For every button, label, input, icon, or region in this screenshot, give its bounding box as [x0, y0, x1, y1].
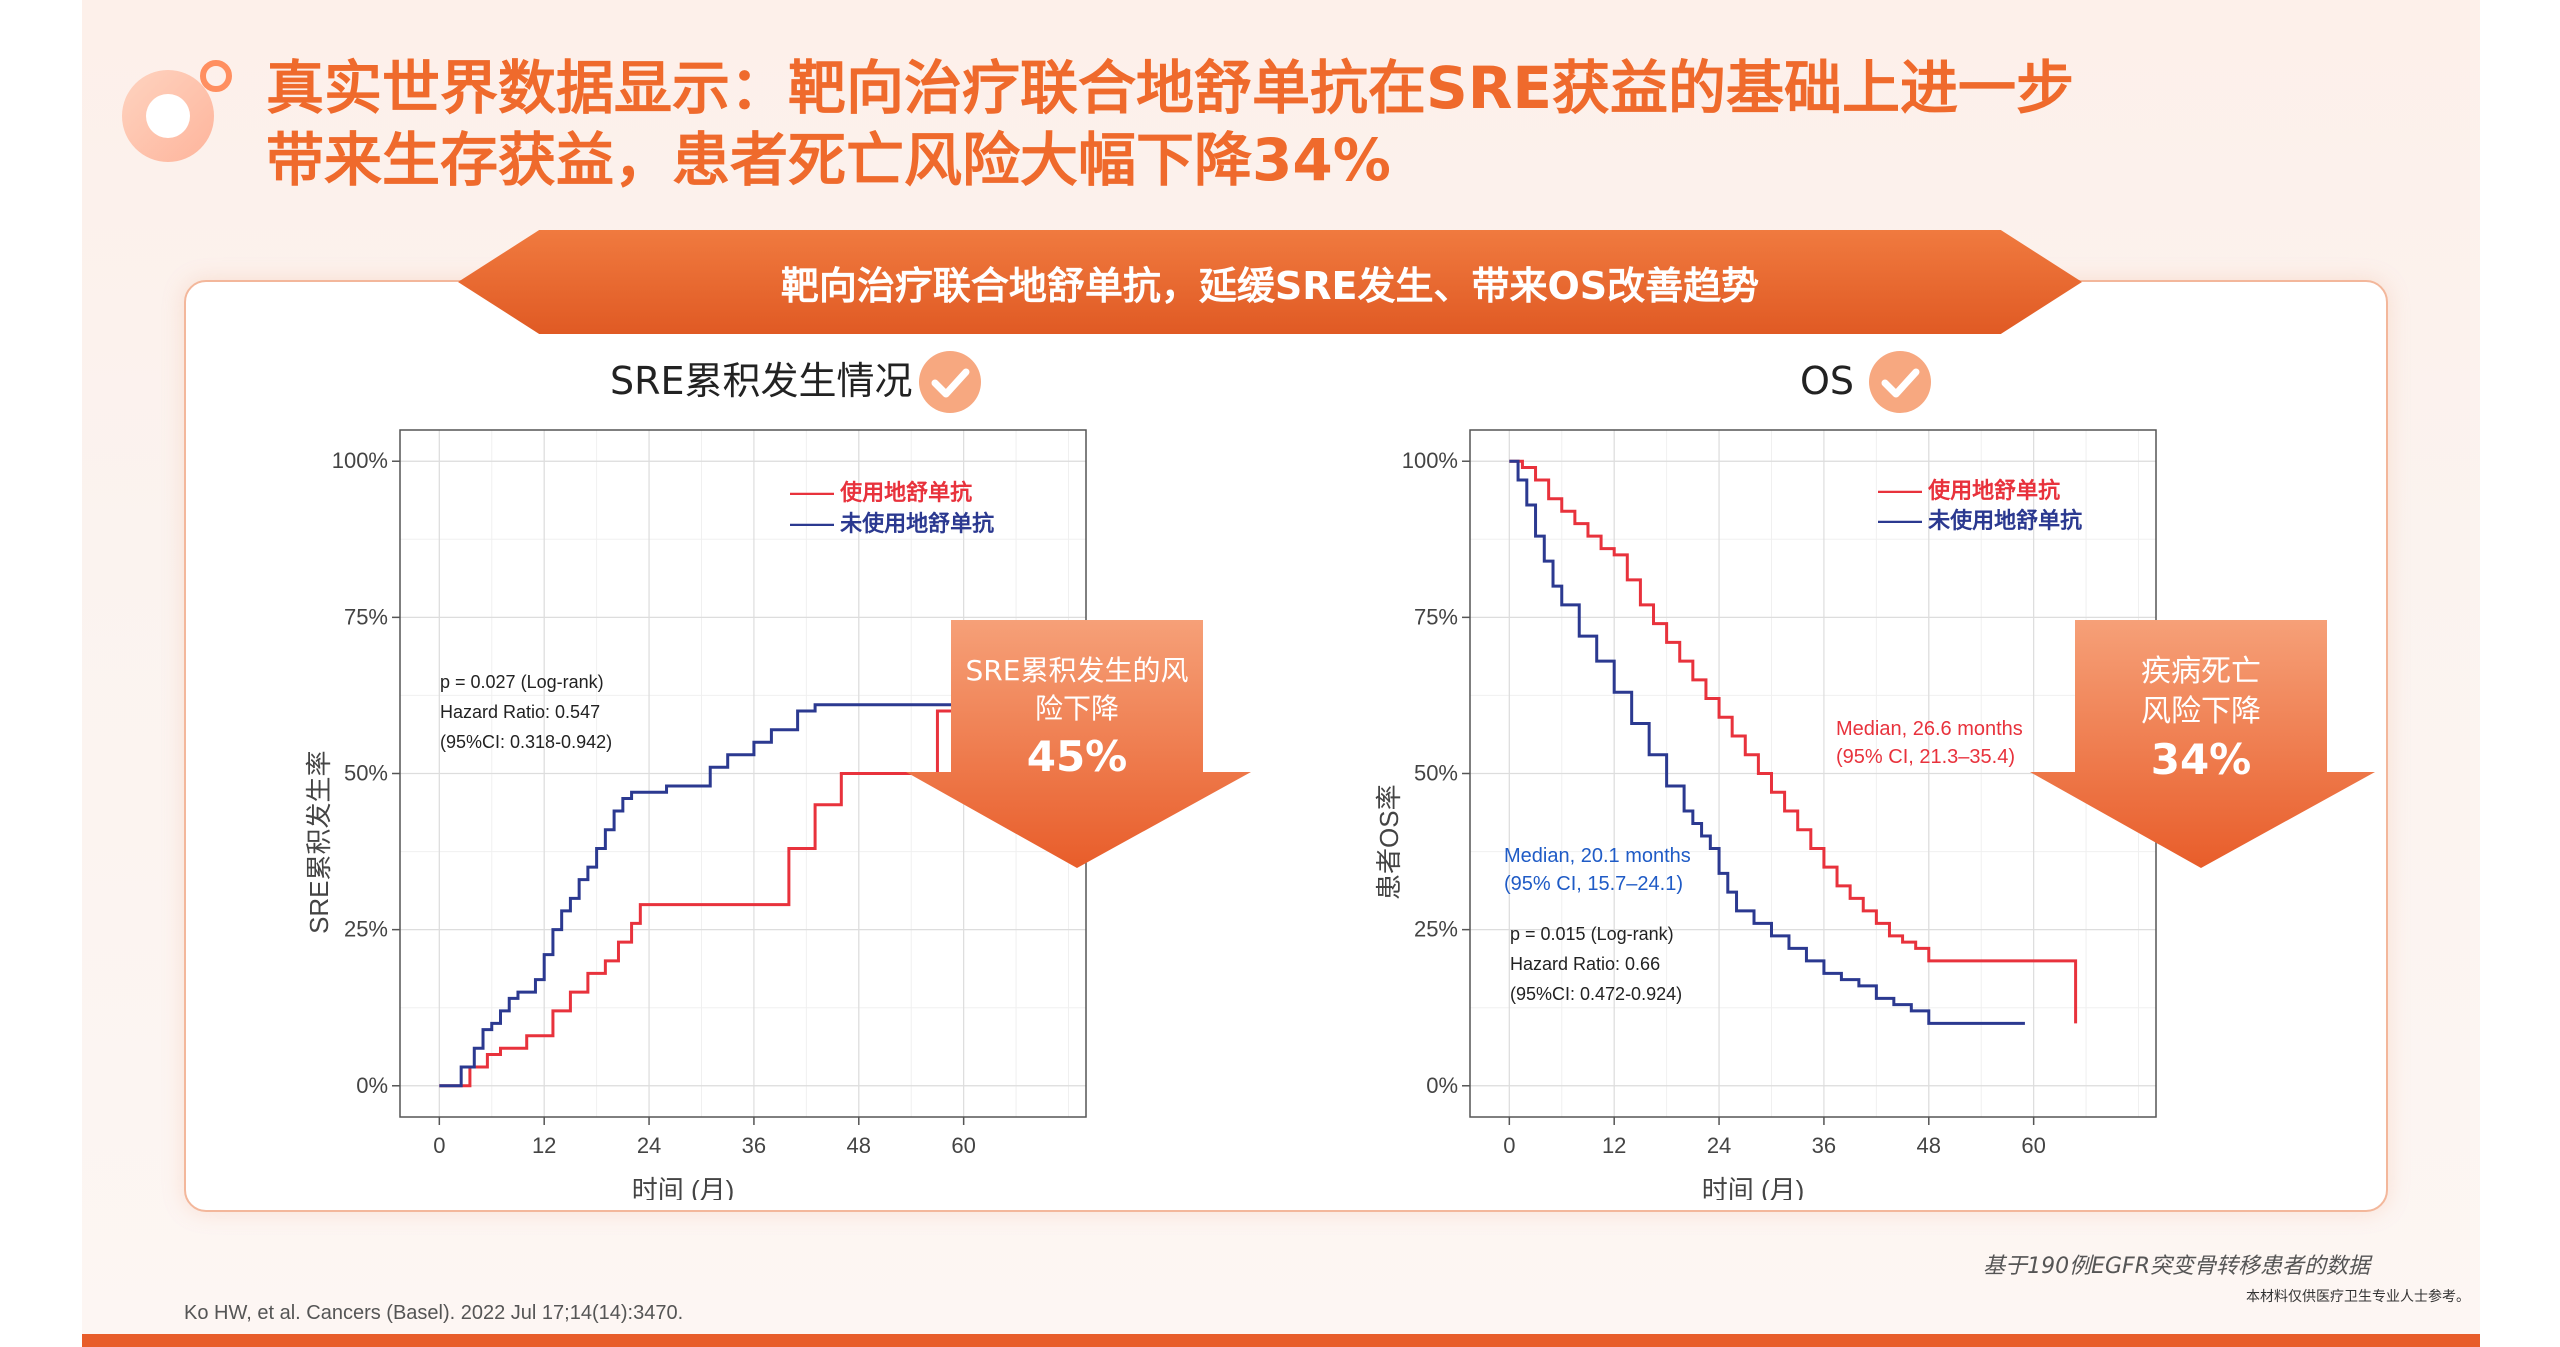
legend-blue: —— 未使用地舒单抗	[790, 511, 994, 536]
stats-hazard-ratio: Hazard Ratio: 0.547	[440, 702, 600, 722]
y-tick-label: 50%	[1414, 761, 1458, 786]
callout-line1: SRE累积发生的风	[965, 654, 1189, 687]
series	[439, 703, 964, 1088]
legend: —— 使用地舒单抗 —— 未使用地舒单抗	[790, 480, 994, 536]
median-blue-ci: (95% CI, 15.7–24.1)	[1504, 873, 1683, 895]
page-title: 真实世界数据显示：靶向治疗联合地舒单抗在SRE获益的基础上进一步 带来生存获益，…	[266, 52, 2074, 196]
series-line-blue	[439, 703, 964, 1088]
legend-red: —— 使用地舒单抗	[1878, 478, 2060, 503]
circle-logo-icon	[122, 60, 232, 162]
x-axis-label: 时间 (月)	[632, 1175, 735, 1200]
citation: Ko HW, et al. Cancers (Basel). 2022 Jul …	[184, 1302, 684, 1324]
stats-p-value: p = 0.027 (Log-rank)	[440, 672, 604, 692]
median-blue-value: Median, 20.1 months	[1504, 845, 1691, 867]
series-line-red	[1509, 459, 2078, 1024]
y-tick-label: 100%	[1402, 448, 1458, 473]
y-tick-label: 50%	[344, 761, 388, 786]
disclaimer: 本材料仅供医疗卫生专业人士参考。	[2246, 1289, 2470, 1305]
x-tick-label: 48	[1917, 1133, 1941, 1158]
legend-blue: —— 未使用地舒单抗	[1878, 508, 2082, 533]
x-tick-label: 0	[433, 1133, 445, 1158]
axes: 0 12 24 36 48 60 0% 25% 50% 75% 100% 时间 (月) 患者OS率	[1374, 448, 2046, 1200]
stats-p-value: p = 0.015 (Log-rank)	[1510, 924, 1674, 944]
callout-value: 45%	[1026, 732, 1128, 781]
stats-annotation: p = 0.015 (Log-rank) Hazard Ratio: 0.66 …	[1510, 924, 1682, 1004]
page-title-line2: 带来生存获益，患者死亡风险大幅下降34%	[266, 126, 1391, 194]
x-tick-label: 36	[1812, 1133, 1836, 1158]
x-tick-label: 12	[1602, 1133, 1626, 1158]
callout-text-right: 疾病死亡 风险下降 34%	[2075, 652, 2327, 788]
series	[1509, 459, 2078, 1025]
y-axis-label: 患者OS率	[1374, 784, 1404, 900]
y-tick-label: 75%	[344, 604, 388, 629]
x-tick-label: 24	[1707, 1133, 1731, 1158]
section-banner: 靶向治疗联合地舒单抗，延缓SRE发生、带来OS改善趋势	[458, 230, 2082, 334]
axes: 0 12 24 36 48 60 0% 25% 50% 75% 100% 时间 (月) SRE累积发生率	[304, 448, 976, 1200]
y-tick-label: 0%	[356, 1073, 388, 1098]
callout-value: 34%	[2150, 735, 2252, 784]
x-tick-label: 48	[847, 1133, 871, 1158]
x-tick-label: 12	[532, 1133, 556, 1158]
series-line-blue	[1509, 459, 2025, 1025]
sre-cumulative-chart: 0 12 24 36 48 60 0% 25% 50% 75% 100% 时间 (月) SRE累积发生率…	[304, 429, 1087, 1200]
bottom-bar	[82, 1334, 2480, 1347]
legend: —— 使用地舒单抗 —— 未使用地舒单抗	[1878, 478, 2082, 533]
page-title-line1: 真实世界数据显示：靶向治疗联合地舒单抗在SRE获益的基础上进一步	[266, 54, 2075, 122]
callout-arrow-left	[906, 620, 1251, 868]
stats-ci: (95%CI: 0.318-0.942)	[440, 732, 612, 752]
stats-hazard-ratio: Hazard Ratio: 0.66	[1510, 954, 1660, 974]
check-circle-icon	[1869, 351, 1931, 413]
data-source-note: 基于190例EGFR突变骨转移患者的数据	[1983, 1254, 2370, 1279]
median-red-annotation: Median, 26.6 months (95% CI, 21.3–35.4)	[1836, 718, 2023, 768]
x-tick-label: 60	[951, 1133, 975, 1158]
content-panel	[184, 280, 2388, 1212]
median-red-value: Median, 26.6 months	[1836, 718, 2023, 740]
stats-annotation: p = 0.027 (Log-rank) Hazard Ratio: 0.547…	[440, 672, 612, 752]
x-axis-label: 时间 (月)	[1702, 1175, 1805, 1200]
stats-ci: (95%CI: 0.472-0.924)	[1510, 984, 1682, 1004]
series-line-red	[439, 709, 964, 1088]
x-tick-label: 0	[1503, 1133, 1515, 1158]
x-tick-label: 36	[742, 1133, 766, 1158]
right-chart-title: OS	[1800, 359, 1855, 403]
median-red-ci: (95% CI, 21.3–35.4)	[1836, 746, 2015, 768]
x-tick-label: 60	[2021, 1133, 2045, 1158]
callout-text-left: SRE累积发生的风 险下降 45%	[951, 652, 1203, 786]
callout-line2: 风险下降	[2141, 694, 2261, 729]
y-tick-label: 25%	[344, 917, 388, 942]
y-tick-label: 25%	[1414, 917, 1458, 942]
x-tick-label: 24	[637, 1133, 661, 1158]
left-chart-title: SRE累积发生情况	[610, 359, 913, 403]
y-tick-label: 75%	[1414, 604, 1458, 629]
y-axis-label: SRE累积发生率	[304, 750, 334, 933]
check-circle-icon	[919, 351, 981, 413]
median-blue-annotation: Median, 20.1 months (95% CI, 15.7–24.1)	[1504, 845, 1691, 895]
callout-line2: 险下降	[1034, 692, 1119, 725]
callout-line1: 疾病死亡	[2141, 654, 2261, 689]
callout-arrow-right	[2030, 620, 2375, 868]
y-tick-label: 0%	[1426, 1073, 1458, 1098]
legend-red: —— 使用地舒单抗	[790, 480, 972, 505]
y-tick-label: 100%	[332, 448, 388, 473]
